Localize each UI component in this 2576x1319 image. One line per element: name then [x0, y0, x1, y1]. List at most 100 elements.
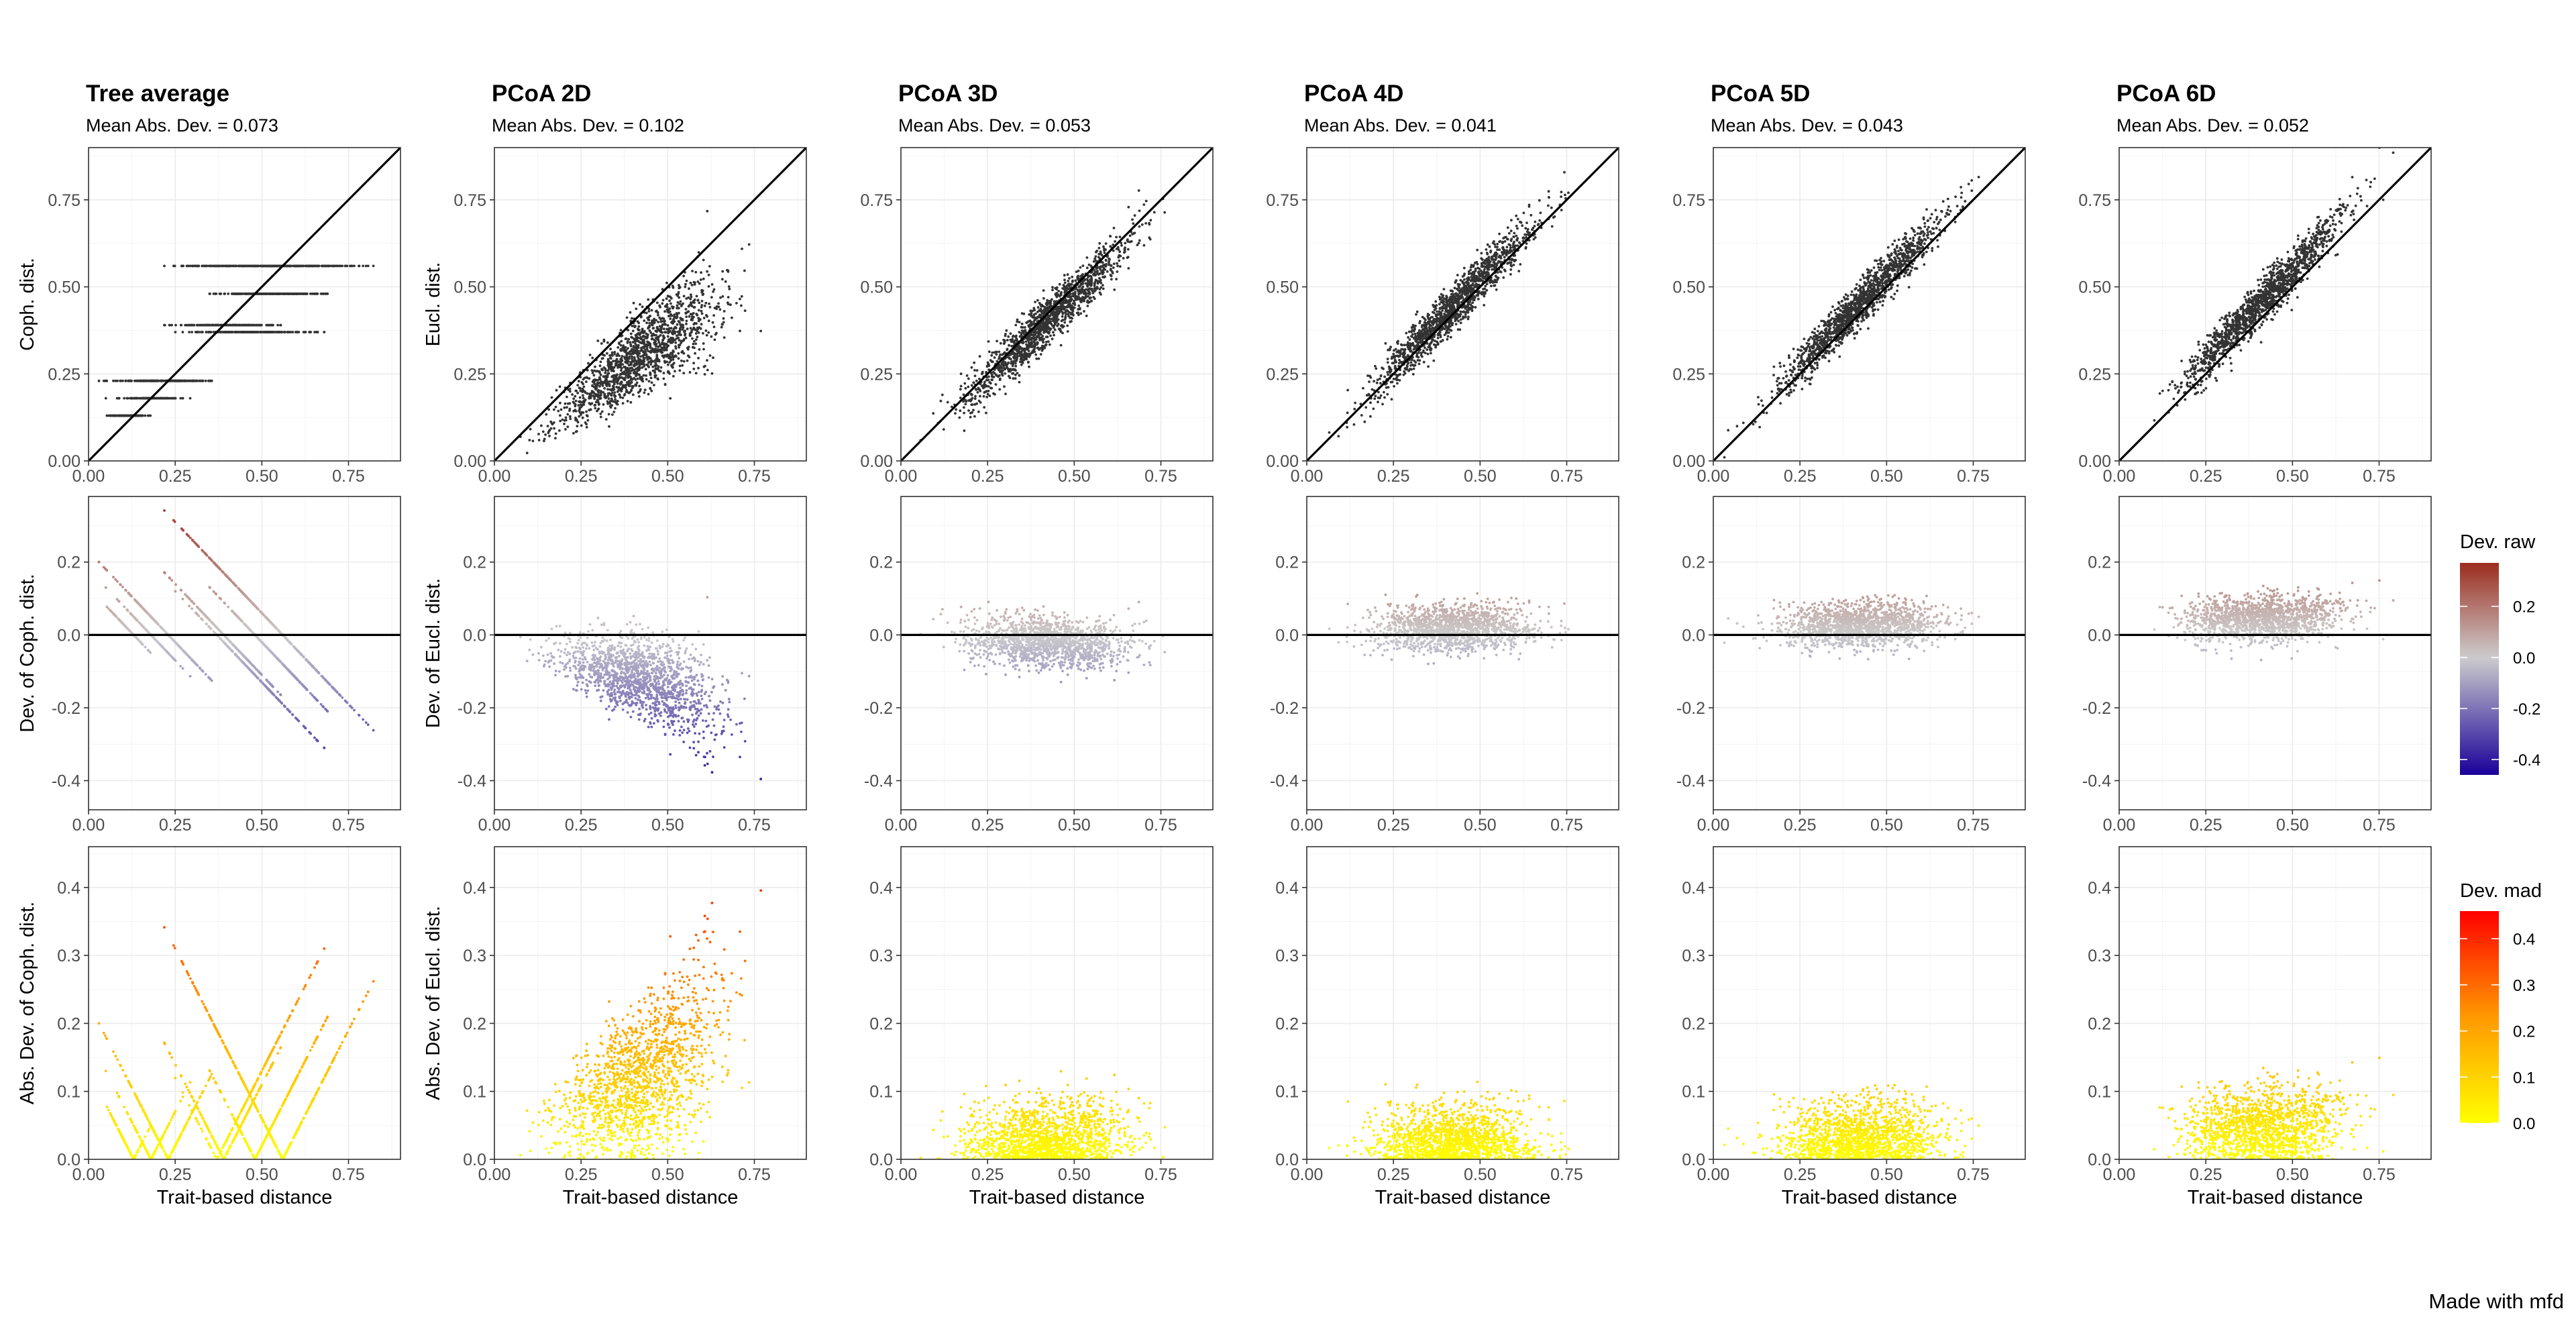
data-point	[678, 369, 682, 372]
data-point	[239, 1110, 243, 1113]
data-point	[273, 264, 276, 268]
data-point	[164, 648, 167, 651]
data-point	[280, 1155, 283, 1159]
data-point	[263, 684, 266, 686]
data-point	[116, 379, 119, 382]
data-point	[115, 598, 119, 601]
data-point	[188, 604, 191, 608]
data-point	[128, 1081, 131, 1085]
panel-border	[88, 496, 401, 810]
data-point	[205, 554, 209, 557]
data-point	[133, 1092, 136, 1095]
data-point	[115, 1092, 119, 1094]
data-point	[216, 627, 219, 631]
data-point	[307, 1108, 310, 1110]
data-point	[227, 1106, 230, 1108]
data-point	[168, 397, 171, 400]
data-point	[140, 1143, 143, 1147]
data-point	[173, 397, 176, 400]
data-point	[305, 688, 309, 691]
data-point	[209, 557, 212, 560]
data-point	[320, 674, 323, 678]
data-point	[194, 987, 197, 990]
data-point	[165, 650, 168, 653]
data-point	[203, 613, 206, 617]
data-point	[195, 1118, 198, 1121]
data-point	[124, 379, 127, 382]
data-point	[283, 331, 286, 333]
data-point	[165, 1126, 168, 1130]
data-point	[221, 1147, 224, 1150]
data-point	[216, 323, 219, 327]
data-point	[97, 379, 101, 382]
data-point	[290, 331, 294, 333]
data-point	[259, 331, 262, 333]
data-point	[343, 1035, 347, 1038]
data-point	[280, 702, 283, 704]
data-point	[125, 1145, 128, 1147]
data-point	[145, 1115, 148, 1118]
data-point	[208, 676, 211, 680]
data-point	[721, 295, 724, 298]
data-point	[129, 397, 132, 400]
data-point	[311, 665, 315, 668]
data-point	[613, 351, 616, 354]
data-point	[665, 308, 669, 311]
data-point	[201, 1130, 204, 1133]
data-point	[145, 629, 148, 632]
data-point	[195, 543, 199, 546]
data-point	[184, 593, 186, 596]
data-point	[134, 617, 138, 621]
data-point	[205, 622, 208, 625]
data-point	[252, 331, 256, 333]
data-point	[327, 682, 330, 684]
data-point	[280, 331, 283, 333]
data-point	[320, 264, 323, 268]
data-point	[229, 1144, 232, 1147]
data-point	[324, 1073, 327, 1076]
data-point	[661, 354, 664, 358]
data-point	[287, 1146, 290, 1149]
data-point	[251, 664, 254, 666]
data-point	[207, 625, 211, 628]
data-point	[668, 361, 671, 364]
data-point	[256, 1077, 260, 1081]
data-point	[279, 1047, 282, 1050]
data-point	[255, 1155, 258, 1157]
data-point	[193, 323, 196, 327]
data-point	[245, 1100, 248, 1103]
data-point	[266, 646, 269, 649]
data-point	[248, 1147, 251, 1150]
data-point	[307, 264, 310, 268]
data-point	[268, 264, 272, 268]
data-point	[617, 388, 621, 392]
data-point	[300, 1120, 303, 1124]
data-point	[320, 1081, 323, 1084]
data-point	[339, 1045, 342, 1048]
data-point	[305, 658, 307, 661]
data-point	[324, 264, 327, 268]
data-point	[156, 1137, 160, 1141]
data-point	[223, 1143, 226, 1147]
data-point	[292, 674, 296, 678]
data-point	[212, 590, 215, 593]
data-point	[227, 605, 230, 609]
y-tick-label: 0.2	[57, 553, 80, 572]
data-point	[294, 647, 297, 650]
data-point	[210, 1073, 213, 1075]
y-tick-label: -0.2	[52, 699, 80, 718]
data-point	[358, 713, 360, 717]
data-point	[345, 701, 349, 704]
data-point	[193, 264, 196, 268]
data-point	[294, 1077, 298, 1080]
data-point	[180, 527, 183, 530]
data-point	[148, 1128, 150, 1131]
data-point	[313, 966, 316, 969]
data-point	[272, 1061, 274, 1064]
data-point	[263, 331, 266, 333]
data-point	[203, 552, 207, 555]
data-point	[266, 323, 269, 327]
data-point	[207, 323, 210, 327]
data-point	[191, 379, 195, 382]
